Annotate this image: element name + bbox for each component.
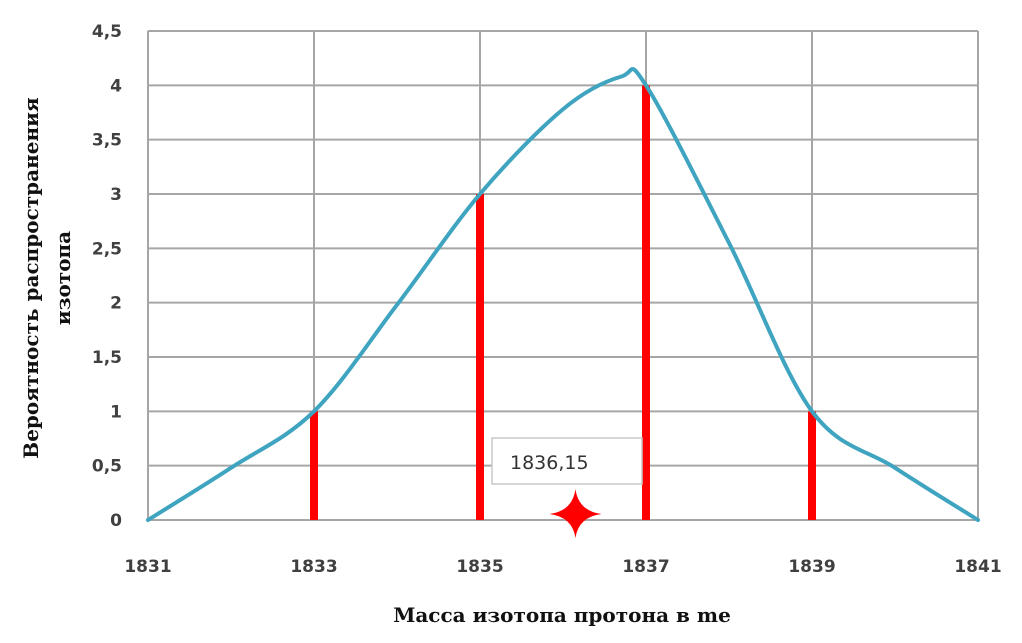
x-tick-label: 1837 bbox=[622, 557, 669, 577]
isotope-bars bbox=[310, 85, 816, 520]
y-tick-label: 4,5 bbox=[92, 22, 122, 42]
y-axis-title: Вероятность распространения изотопа bbox=[19, 97, 75, 459]
y-tick-label: 1,5 bbox=[92, 348, 122, 368]
y-axis-title-line1: Вероятность распространения bbox=[19, 97, 43, 459]
y-tick-label: 2 bbox=[110, 294, 122, 314]
callout-annotation: 1836,15 bbox=[491, 437, 643, 485]
y-axis-title-line2: изотопа bbox=[51, 231, 75, 325]
x-tick-label: 1835 bbox=[456, 557, 503, 577]
x-tick-label: 1839 bbox=[788, 557, 835, 577]
x-tick-label: 1833 bbox=[290, 557, 337, 577]
x-axis-ticks: 1831 1833 1835 1837 1839 1841 bbox=[124, 557, 1001, 577]
callout-box bbox=[491, 437, 643, 485]
y-tick-label: 1 bbox=[110, 402, 122, 422]
y-tick-label: 0 bbox=[110, 511, 122, 531]
distribution-curve bbox=[146, 67, 980, 522]
x-tick-label: 1841 bbox=[954, 557, 1001, 577]
y-tick-label: 2,5 bbox=[92, 239, 122, 259]
y-axis-ticks: 0 0,5 1 1,5 2 2,5 3 3,5 4 4,5 bbox=[92, 22, 122, 531]
x-axis-title: Масса изотопа протона в me bbox=[393, 603, 731, 627]
star-marker-icon bbox=[549, 489, 602, 538]
y-tick-label: 3 bbox=[110, 185, 122, 205]
y-tick-label: 0,5 bbox=[92, 457, 122, 477]
x-tick-label: 1831 bbox=[124, 557, 171, 577]
y-tick-label: 4 bbox=[110, 76, 122, 96]
y-tick-label: 3,5 bbox=[92, 131, 122, 151]
callout-label: 1836,15 bbox=[510, 452, 589, 474]
